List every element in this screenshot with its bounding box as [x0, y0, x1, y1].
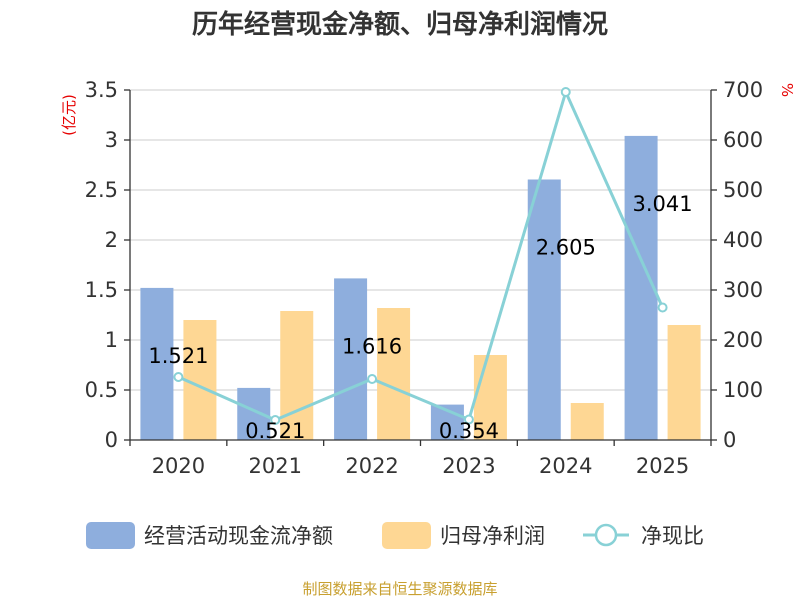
ratio-point: [173, 372, 184, 382]
bar-operating-cash-flow: [334, 278, 368, 440]
grid: [130, 89, 711, 391]
data-label: 1.616: [342, 334, 402, 358]
right-tick-label: 200: [723, 328, 763, 352]
ratio-point: [657, 302, 668, 313]
legend-swatch: [382, 522, 431, 549]
ratio-point: [463, 414, 474, 425]
data-labels: 1.521 0.521 1.616 0.354 2.605 3.041: [148, 192, 692, 443]
left-tick-label: 2: [105, 228, 118, 252]
right-tick-label: 0: [723, 428, 736, 452]
data-label: 2.605: [536, 236, 596, 260]
x-tick-label: 2023: [442, 454, 495, 478]
bar-net-profit: [377, 308, 411, 440]
data-label: 0.354: [439, 419, 499, 443]
ratio-line-path: [177, 87, 664, 422]
bars: [140, 135, 701, 440]
left-tick-label: 1: [105, 328, 118, 352]
legend: 经营活动现金流净额 归母净利润 净现比: [86, 522, 704, 549]
x-tick-label: 2022: [345, 454, 398, 478]
right-axis-unit: %: [778, 83, 796, 97]
x-tick-label: 2024: [539, 454, 592, 478]
bar-operating-cash-flow: [527, 179, 561, 440]
right-tick-label: 700: [723, 78, 763, 102]
chart-title: 历年经营现金净额、归母净利润情况: [192, 9, 608, 40]
right-tick-label: 500: [723, 178, 763, 202]
left-tick-label: 0.5: [85, 378, 118, 402]
bar-operating-cash-flow: [624, 135, 658, 440]
x-tick-label: 2020: [152, 454, 205, 478]
bar-operating-cash-flow: [140, 287, 174, 440]
ratio-line: [173, 87, 668, 425]
right-tick-label: 600: [723, 128, 763, 152]
data-label: 1.521: [148, 344, 208, 368]
legend-label: 归母净利润: [440, 524, 545, 548]
ratio-point: [560, 87, 571, 97]
right-tick-label: 300: [723, 278, 763, 302]
legend-marker: [594, 523, 618, 547]
legend-swatch: [86, 522, 135, 549]
left-tick-label: 1.5: [85, 278, 118, 302]
left-tick-label: 3: [105, 128, 118, 152]
axes: 0 0.5 1 1.5 2 2.5 3 3.5 0 100 200 300 400 500 600 700 20…: [85, 78, 764, 478]
x-tick-label: 2021: [249, 454, 302, 478]
bar-net-profit: [183, 320, 217, 440]
bar-net-profit: [473, 355, 507, 440]
bar-net-profit: [280, 311, 314, 440]
left-tick-label: 3.5: [85, 78, 118, 102]
right-tick-label: 100: [723, 378, 763, 402]
ratio-point: [367, 374, 378, 384]
ratio-point: [270, 415, 281, 425]
legend-label: 经营活动现金流净额: [144, 524, 333, 548]
bar-net-profit: [570, 403, 604, 440]
x-tick-label: 2025: [636, 454, 689, 478]
left-axis-unit: (亿元): [60, 94, 78, 136]
data-label: 3.041: [633, 192, 693, 216]
bar-net-profit: [667, 325, 701, 440]
legend-label: 净现比: [641, 524, 704, 548]
right-tick-label: 400: [723, 228, 763, 252]
data-label: 0.521: [245, 419, 305, 443]
left-tick-label: 2.5: [85, 178, 118, 202]
source-note: 制图数据来自恒生聚源数据库: [302, 580, 497, 598]
left-tick-label: 0: [105, 428, 118, 452]
